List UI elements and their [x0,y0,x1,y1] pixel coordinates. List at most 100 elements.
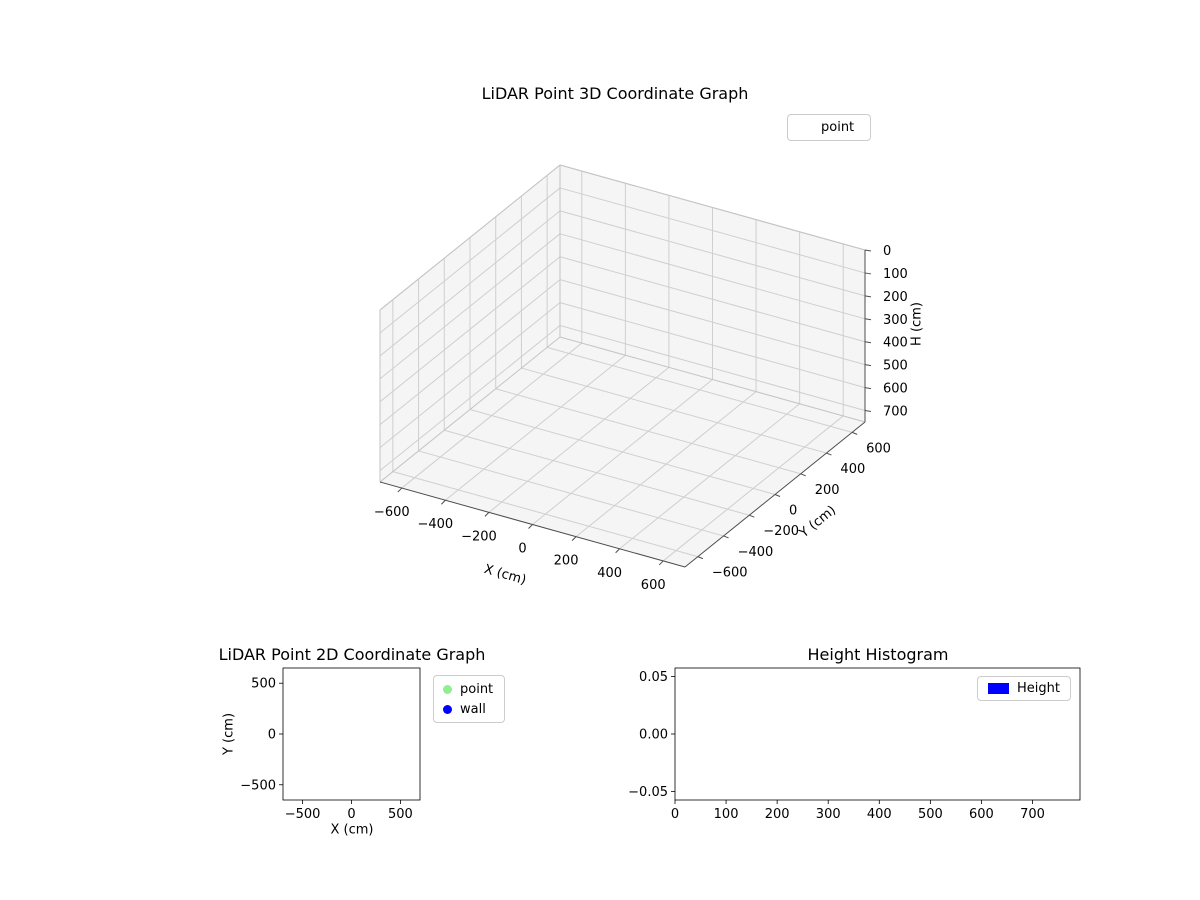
y-tick-label: 600 [866,441,891,456]
x-tick-label: −600 [374,505,410,520]
y-tick-label: 0 [789,504,797,519]
gridline-z [559,325,866,412]
histogram-x-tick-label: 300 [816,807,841,822]
gridline-x [445,354,626,501]
gridline-z [559,210,866,297]
y-tick-label: 200 [815,483,840,498]
plot2d-legend-row-wall: wall [434,699,504,719]
plot3d-title: LiDAR Point 3D Coordinate Graph [481,84,749,103]
tick [800,473,806,477]
gridline-z [559,233,866,320]
histogram-y-tick-label: 0.00 [639,728,668,743]
z-tick-label: 400 [883,336,908,351]
box-edge [379,164,561,311]
plot2d-y-tick-label: −500 [240,778,276,793]
tick [864,410,872,413]
tick [864,249,872,252]
plot2d-y-tick-label: 500 [251,677,276,692]
tick [774,494,781,497]
tick [723,535,729,539]
z-tick-label: 700 [883,405,908,420]
tick [397,487,403,493]
y-tick-label: −400 [738,545,774,560]
gridline-z [559,302,866,389]
tick [864,387,872,390]
x-tick-label: 0 [518,542,526,557]
histogram-legend: Height [977,676,1071,701]
plot2d-x-tick-label: 500 [388,807,413,822]
height-swatch-icon [988,683,1009,694]
x-tick-label: −200 [461,529,497,544]
plot2d-x-tick-label: −500 [285,807,321,822]
histogram-y-tick-label: 0.05 [639,670,668,685]
z-tick-label: 300 [883,313,908,328]
plot2d-legend-label-wall: wall [460,701,486,717]
tick [864,272,872,275]
y-tick-label: −200 [763,524,799,539]
plot3d-legend-label: point [821,120,855,135]
histogram-y-tick-label: −0.05 [628,785,668,800]
z-tick-label: 100 [883,267,908,282]
gridline-z [379,233,561,380]
gridline-z [379,187,561,334]
tick [528,524,533,529]
plot2d-y-tick-label: 0 [268,728,276,743]
z-tick-label: 200 [883,290,908,305]
plot2d-x-tick-label: 0 [347,807,355,822]
gridline-z [559,256,866,343]
histogram-title: Height Histogram [807,645,949,664]
tick [441,499,446,505]
tick [484,512,490,517]
plot3d-legend: point [787,114,871,141]
y-tick-label: 400 [840,462,865,477]
histogram-x-tick-label: 400 [867,807,892,822]
tick [615,548,620,554]
box-edge [559,336,866,423]
tick [851,431,858,435]
histogram-x-tick-label: 200 [765,807,790,822]
gridline-x [532,379,713,525]
plot2d-frame [282,667,421,801]
gridline-z [379,210,561,357]
gridline-x [488,366,670,513]
plot2d-legend-label-point: point [460,681,494,697]
plot2d-legend: point wall [433,675,506,723]
plot2d-legend-row-point: point [434,679,504,699]
tick [697,556,704,560]
gridline-z [379,302,561,448]
gridline-x [619,403,800,550]
gridline-z [559,279,866,366]
y-tick-label: −600 [712,566,748,581]
x-tick-label: 600 [641,578,666,593]
point-marker-icon [443,684,452,694]
box-edge [379,336,561,483]
histogram-x-tick-label: 100 [714,807,739,822]
tick [864,364,872,367]
z-tick-label: 0 [883,244,891,259]
x-tick-label: 400 [597,566,622,581]
plot3d-zaxis-label: H (cm) [909,302,925,346]
tick [826,452,832,456]
gridline-x [575,391,757,538]
tick [864,295,872,298]
box-edge [559,164,866,251]
histogram-x-tick-label: 0 [671,807,679,822]
z-tick-label: 500 [883,359,908,374]
tick [864,318,872,321]
plot2d-xaxis-label: X (cm) [330,822,374,838]
histogram-x-tick-label: 600 [969,807,994,822]
wall-marker-icon [443,704,452,714]
plot2d-yaxis-label: Y (cm) [221,712,237,756]
tick [749,514,755,518]
histogram-x-tick-label: 500 [918,807,943,822]
x-tick-label: −400 [417,517,453,532]
plot2d-title: LiDAR Point 2D Coordinate Graph [218,645,486,664]
z-tick-label: 600 [883,382,908,397]
x-tick-label: 200 [554,554,579,569]
tick [864,341,872,344]
gridline-z [559,187,866,274]
gridline-z [379,256,561,403]
tick [571,536,577,541]
gridline-z [379,279,561,426]
